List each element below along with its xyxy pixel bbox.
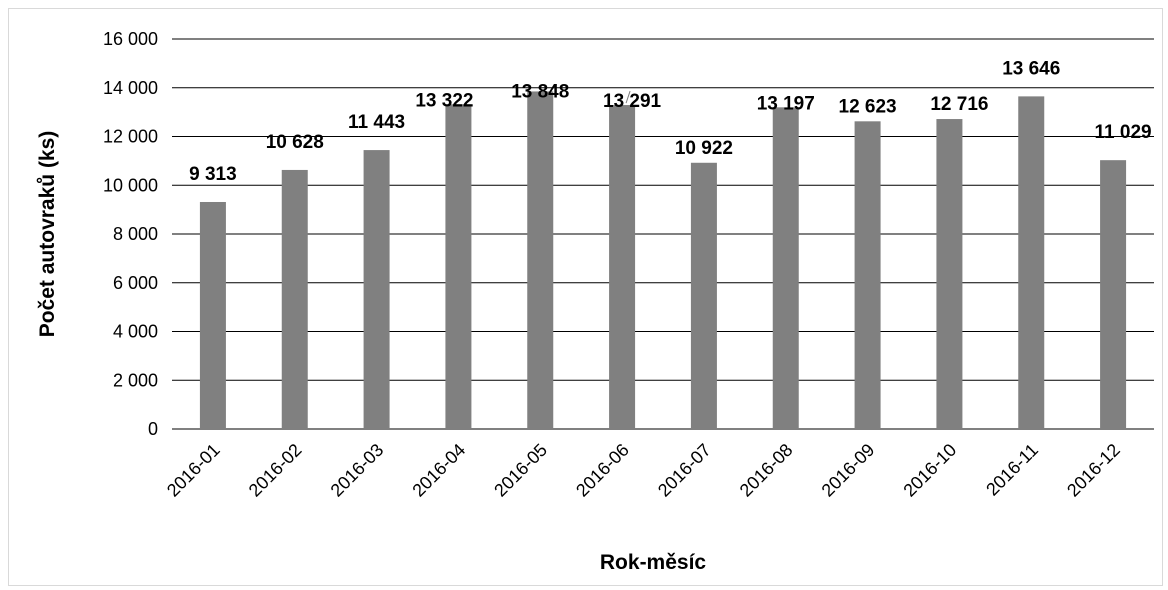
data-label: 13 646 [1002, 58, 1060, 79]
y-tick-label: 8 000 [113, 224, 158, 244]
bar-2016-02 [281, 169, 308, 429]
bar-2016-12 [1100, 160, 1127, 429]
bar-2016-10 [936, 119, 963, 430]
data-label: 12 623 [839, 96, 897, 117]
bar-2016-05 [527, 91, 554, 429]
bar-2016-04 [445, 104, 472, 430]
x-tick-label: 2016-12 [1063, 440, 1124, 501]
y-tick-label: 16 000 [103, 29, 158, 49]
x-tick-label: 2016-01 [163, 440, 224, 501]
label-leader-line [625, 90, 631, 104]
x-axis-tick-labels: 2016-01 2016-02 2016-03 2016-04 2016-05 2016-… [163, 440, 1124, 501]
x-axis-title: Rok-měsíc [600, 551, 707, 574]
x-tick-label: 2016-08 [736, 440, 797, 501]
y-tick-label: 10 000 [103, 175, 158, 195]
y-tick-label: 12 000 [103, 127, 158, 147]
x-tick-label: 2016-09 [818, 440, 879, 501]
chart-frame: 0 2 000 4 000 6 000 8 000 10 000 12 000 14 000 1… [8, 8, 1163, 586]
bar-2016-07 [690, 162, 717, 429]
bar-2016-03 [363, 150, 390, 429]
bar-2016-09 [854, 121, 881, 429]
y-tick-label: 4 000 [113, 322, 158, 342]
data-label: 10 628 [266, 132, 324, 153]
x-tick-label: 2016-04 [408, 440, 469, 501]
bar-2016-01 [199, 201, 226, 429]
x-tick-label: 2016-10 [899, 440, 960, 501]
bar-chart: 0 2 000 4 000 6 000 8 000 10 000 12 000 14 000 1… [36, 29, 1154, 574]
y-axis-tick-labels: 0 2 000 4 000 6 000 8 000 10 000 12 000 14 000 1… [103, 29, 158, 439]
data-label: 13 848 [511, 81, 569, 102]
x-tick-label: 2016-07 [654, 440, 715, 501]
y-tick-label: 0 [148, 419, 158, 439]
y-tick-label: 2 000 [113, 370, 158, 390]
y-tick-label: 6 000 [113, 273, 158, 293]
data-label: 9 313 [189, 164, 237, 185]
x-tick-label: 2016-11 [982, 440, 1042, 500]
bar-2016-11 [1018, 96, 1045, 429]
y-tick-label: 14 000 [103, 78, 158, 98]
x-tick-label: 2016-05 [490, 440, 551, 501]
data-label: 10 922 [675, 138, 733, 159]
data-label: 13 291 [603, 91, 662, 112]
data-label: 13 322 [415, 90, 473, 111]
gridlines [172, 38, 1154, 430]
data-label: 13 197 [757, 93, 815, 114]
x-tick-label: 2016-06 [572, 440, 633, 501]
bar-2016-06 [609, 105, 636, 430]
bars [199, 91, 1127, 430]
bar-2016-08 [772, 107, 799, 430]
data-labels: 9 313 10 628 11 443 13 322 13 848 13 291 10 92… [189, 58, 1151, 185]
data-label: 11 443 [348, 112, 405, 133]
x-tick-label: 2016-03 [327, 440, 388, 501]
data-label: 12 716 [930, 94, 988, 115]
x-tick-label: 2016-02 [245, 440, 306, 501]
data-label: 11 029 [1095, 122, 1152, 143]
y-axis-title: Počet autovraků (ks) [36, 131, 59, 338]
